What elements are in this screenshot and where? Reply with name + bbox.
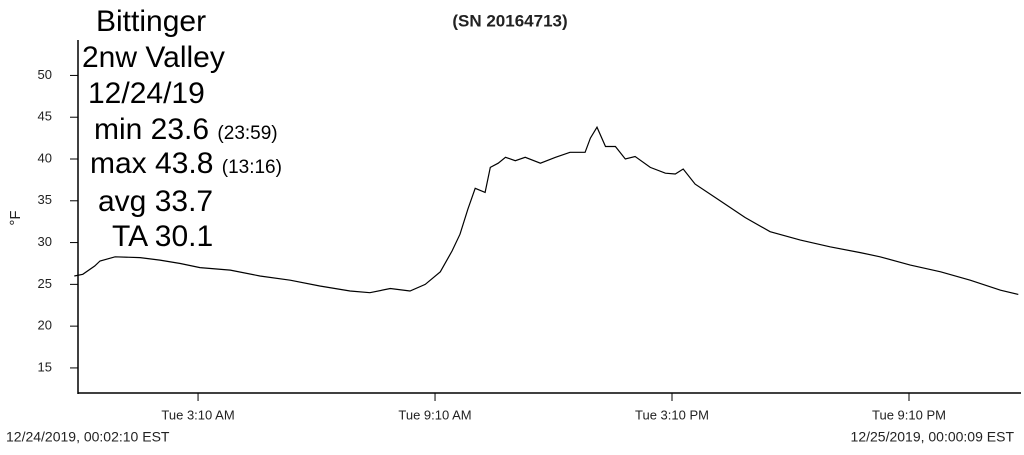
y-tick-label: 20 (38, 318, 52, 333)
station-line: Bittinger (96, 5, 207, 38)
end-time: 12/25/2019, 00:00:09 EST (851, 429, 1015, 445)
stat: TA 30.1 (112, 219, 213, 254)
x-tick-label: Tue 9:10 PM (872, 407, 946, 422)
y-tick-label: 50 (38, 67, 52, 82)
station-line: 12/24/19 (88, 77, 205, 110)
stat-label: avg 33.7 (98, 185, 214, 218)
stat-time: (13:16) (221, 157, 282, 178)
y-axis-label: °F (7, 210, 24, 225)
x-tick-label: Tue 3:10 PM (635, 407, 709, 422)
stat-label: max 43.8 (90, 147, 214, 180)
stat-label: min 23.6 (94, 113, 210, 146)
y-tick-label: 15 (38, 359, 52, 374)
stat-label: TA 30.1 (112, 220, 214, 253)
serial-title: (SN 20164713) (452, 11, 567, 30)
x-tick-label: Tue 3:10 AM (161, 407, 234, 422)
y-tick-label: 45 (38, 109, 52, 124)
y-tick-label: 25 (38, 276, 52, 291)
stat: avg 33.7 (98, 184, 213, 219)
y-tick-label: 35 (38, 192, 52, 207)
stat: min 23.6 (23:59) (94, 112, 278, 151)
temperature-line (74, 125, 1019, 295)
stat: max 43.8 (13:16) (90, 146, 282, 185)
start-time: 12/24/2019, 00:02:10 EST (6, 429, 170, 445)
station-line: 2nw Valley (82, 41, 225, 74)
stat-time: (23:59) (217, 123, 278, 144)
y-tick-label: 30 (38, 234, 52, 249)
y-tick-label: 40 (38, 150, 52, 165)
x-tick-label: Tue 9:10 AM (398, 407, 471, 422)
